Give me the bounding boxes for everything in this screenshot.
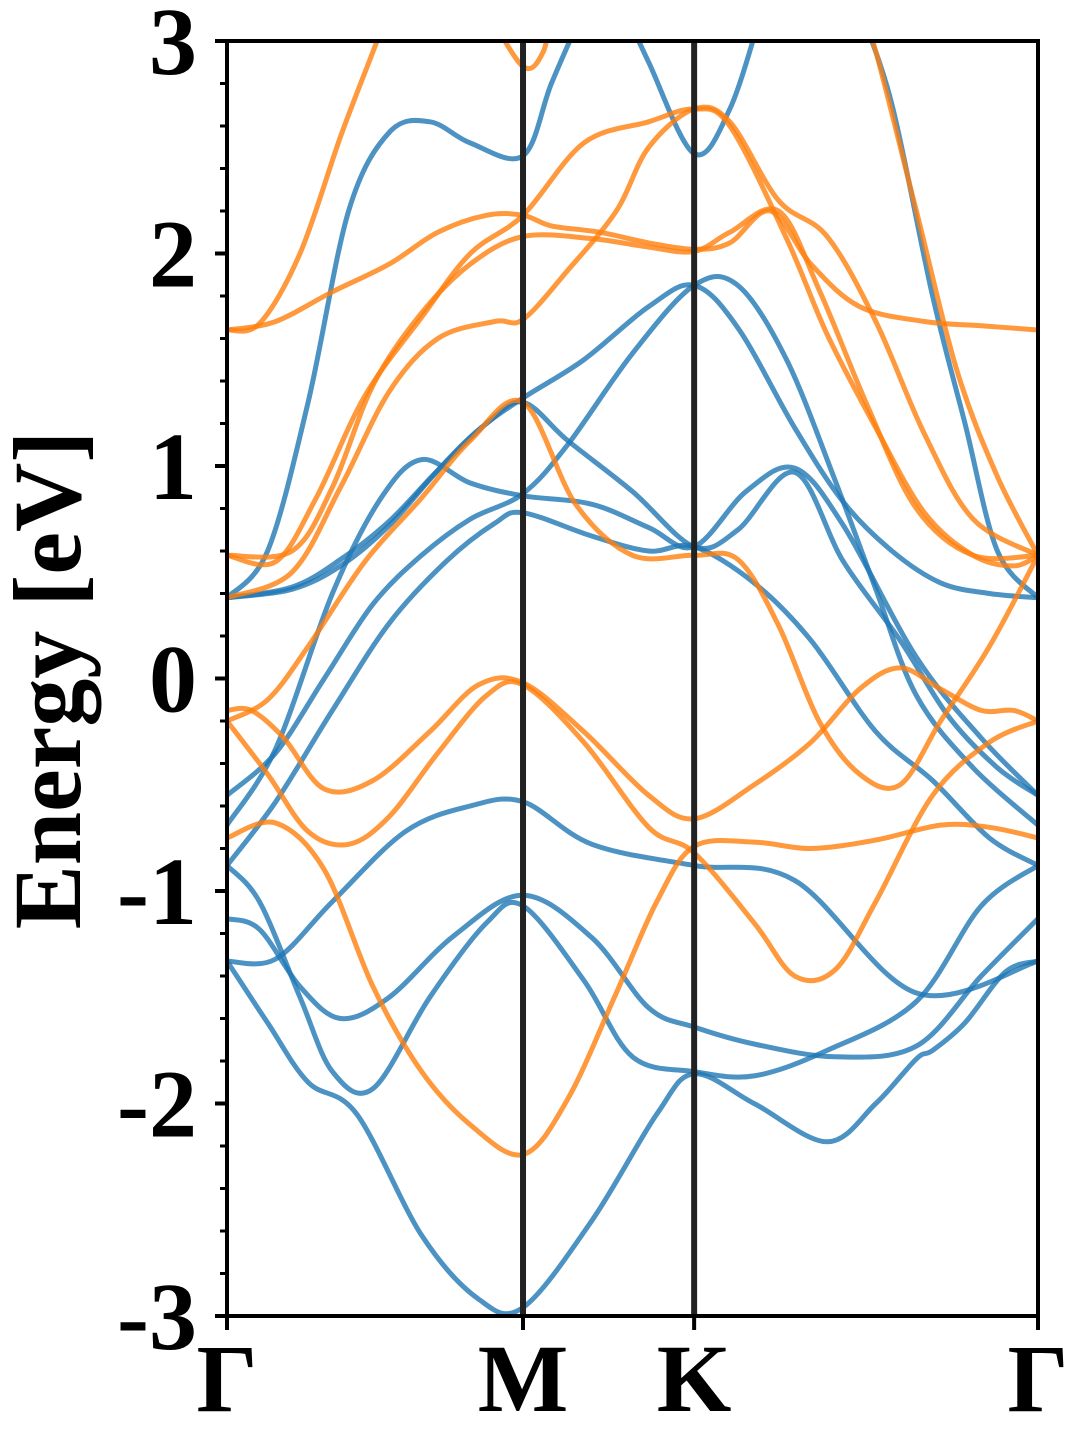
band-line-spin-up-1 [227, 796, 1038, 999]
bands-layer [227, 41, 1038, 1316]
band-line-spin-up-8 [227, 282, 1038, 601]
band-line-spin-down-9 [227, 41, 380, 334]
x-tick-label-M: M [478, 1325, 569, 1432]
band-line-spin-down-11 [870, 41, 1038, 557]
band-line-spin-up-11 [227, 399, 1038, 798]
band-line-spin-down-8 [227, 208, 1038, 333]
band-line-spin-down-4 [227, 397, 1038, 791]
band-line-spin-down-5 [227, 106, 1038, 569]
band-line-spin-up-9 [227, 41, 573, 600]
y-tick-label: -2 [117, 1051, 197, 1158]
y-tick-label: 3 [149, 0, 197, 95]
band-line-spin-down-6 [227, 206, 1038, 562]
band-line-spin-up-5 [227, 457, 1038, 827]
y-tick-label: -3 [117, 1263, 197, 1370]
band-line-spin-up-4 [227, 958, 1038, 1316]
band-line-spin-up-2 [227, 892, 1038, 1060]
band-line-spin-up-6 [227, 509, 1038, 868]
band-line-spin-down-1 [227, 819, 1038, 1158]
y-tick-label: 0 [149, 626, 197, 733]
band-line-spin-down-7 [227, 104, 1038, 601]
y-tick-label: 1 [149, 413, 197, 520]
axes-frame [225, 39, 1040, 1318]
x-tick-label-Γ: Γ [196, 1325, 257, 1432]
band-line-spin-up-3 [227, 863, 1038, 1096]
x-tick-label-K: K [657, 1325, 732, 1432]
y-tick-label: -1 [117, 838, 197, 945]
band-line-spin-up-7 [227, 273, 1038, 827]
x-tick-label-Γ: Γ [1007, 1325, 1068, 1432]
y-axis-title: Energy [eV] [0, 431, 101, 930]
band-line-spin-down-10 [501, 41, 550, 72]
y-tick-label: 2 [149, 201, 197, 308]
band-line-spin-down-2 [227, 679, 1038, 984]
band-line-spin-down-3 [227, 665, 1038, 822]
